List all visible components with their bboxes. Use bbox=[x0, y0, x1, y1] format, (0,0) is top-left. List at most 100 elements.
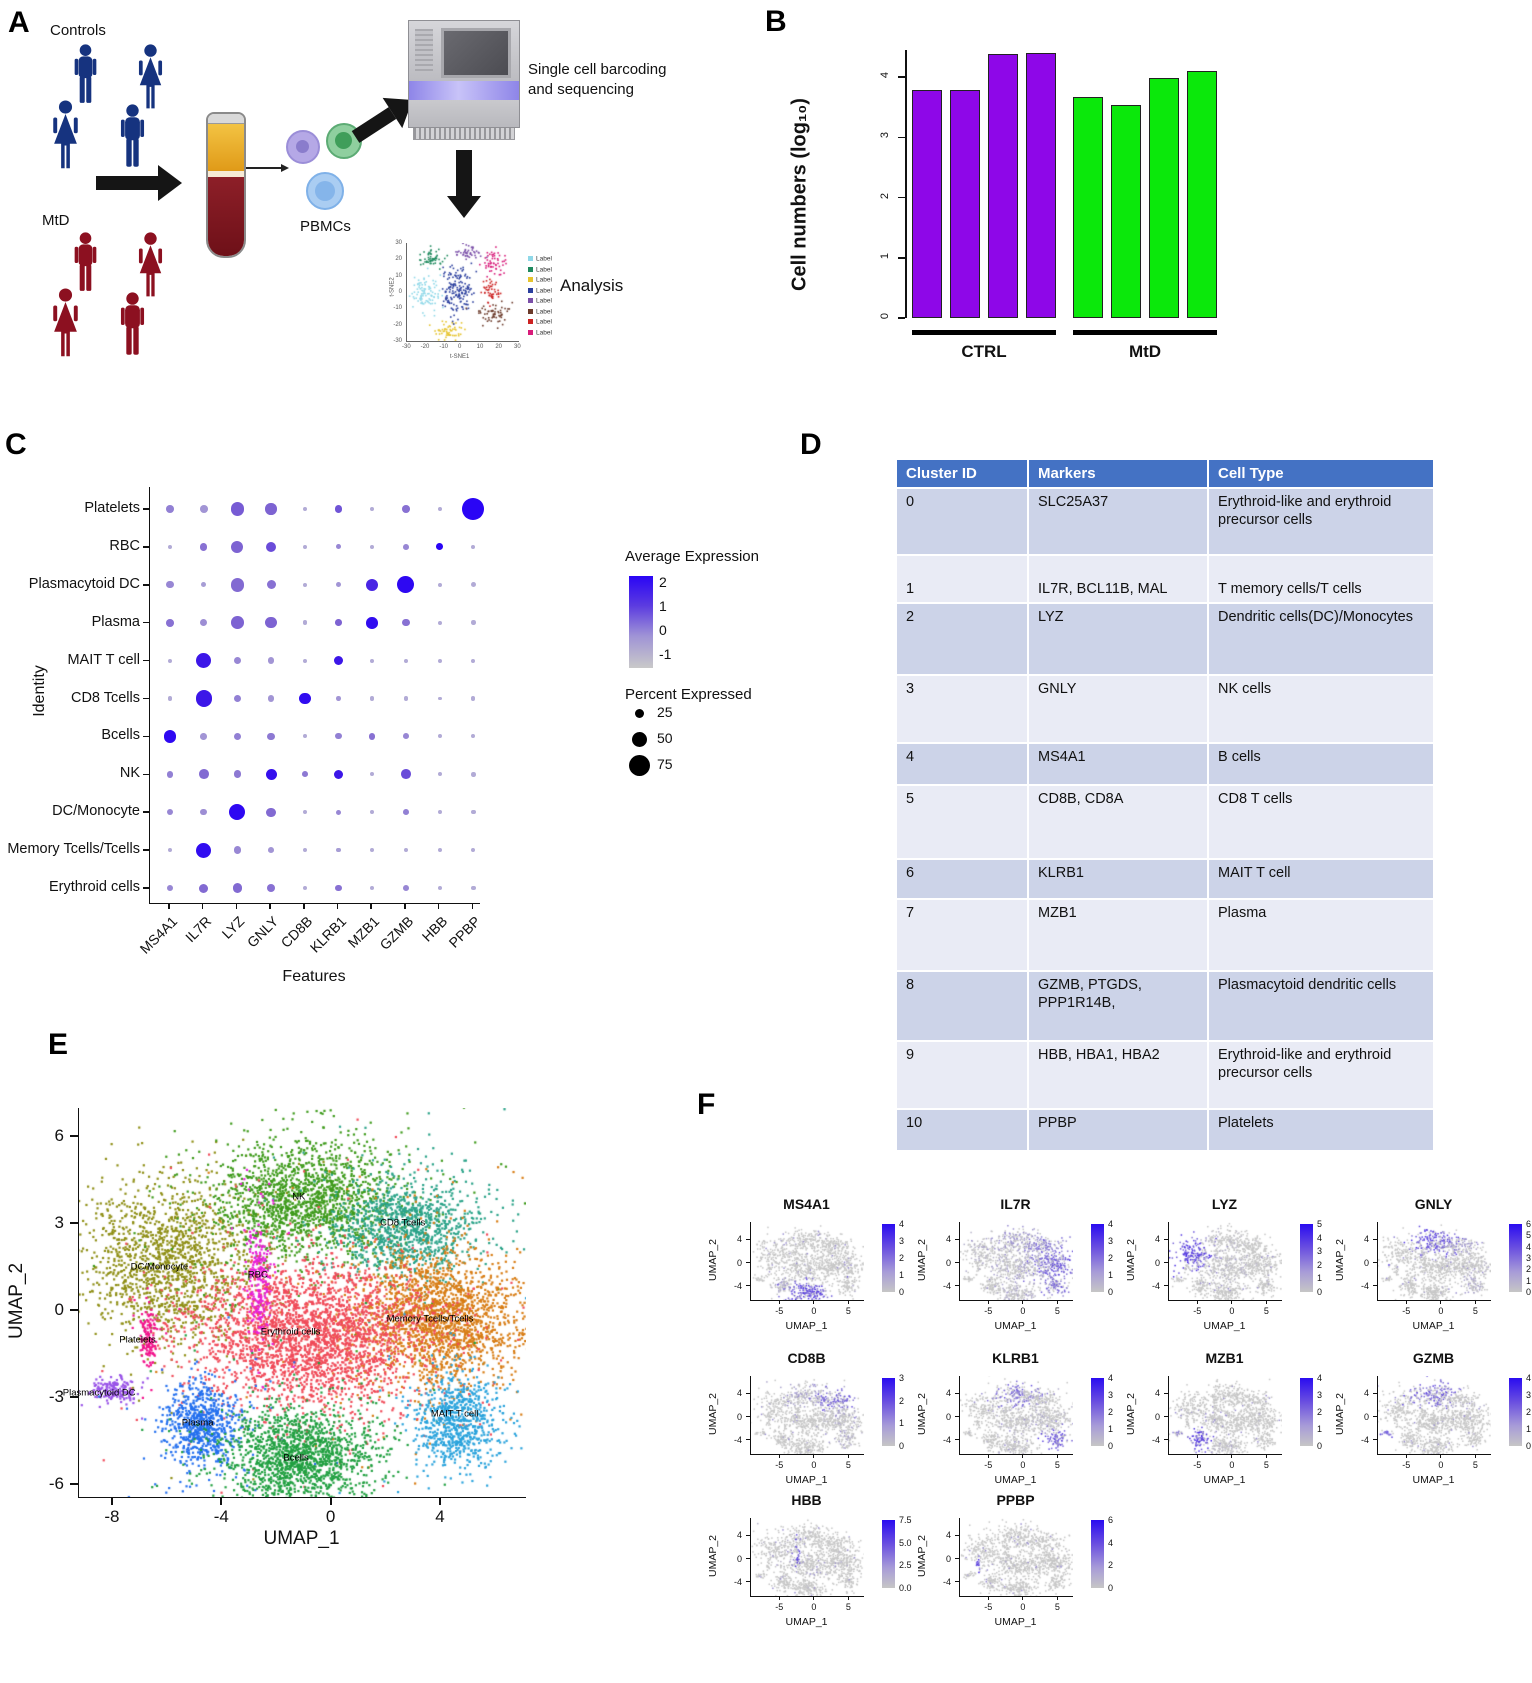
c-expression-dot bbox=[166, 770, 174, 778]
b-bar bbox=[1187, 71, 1217, 318]
c-percent-legend-dot bbox=[628, 754, 650, 776]
f-colorbar-tick-label: 3 bbox=[1108, 1390, 1114, 1400]
c-expression-dot bbox=[471, 734, 476, 739]
c-expression-dot bbox=[369, 809, 375, 815]
c-identity-label: NK bbox=[119, 765, 140, 782]
c-expression-dot bbox=[402, 809, 409, 816]
f-x-tick-mark bbox=[1231, 1300, 1233, 1304]
c-expression-dot bbox=[302, 848, 307, 853]
c-expression-dot bbox=[402, 733, 409, 740]
e-x-tick-mark bbox=[438, 1497, 441, 1505]
feature-plot-CD8B: CD8B UMAP_2 4 0 -4 -5 0 5 UMAP_1 3 2 1 0 bbox=[688, 1350, 918, 1500]
tsne-x-tick: 0 bbox=[458, 344, 462, 350]
cell-type-cell: Dendritic cells(DC)/Monocytes bbox=[1209, 604, 1433, 674]
f-colorbar-tick-label: 3 bbox=[899, 1373, 905, 1383]
f-y-tick-label: 4 bbox=[736, 1530, 742, 1541]
f-colorbar-tick-label: 6 bbox=[1526, 1219, 1532, 1229]
c-identity-label: Plasmacytoid DC bbox=[28, 575, 140, 592]
b-y-tick-label: 3 bbox=[879, 132, 891, 139]
c-expression-tick-label: 0 bbox=[659, 622, 667, 638]
feature-plot-canvas bbox=[1169, 1376, 1282, 1454]
feature-plot-canvas bbox=[751, 1376, 864, 1454]
c-expression-dot bbox=[166, 581, 174, 589]
markers-cell: IL7R, BCL11B, MAL bbox=[1029, 556, 1207, 602]
f-x-tick-label: 5 bbox=[1054, 1306, 1060, 1316]
pbmc-cell-purple-icon bbox=[286, 130, 320, 164]
f-x-axis-title: UMAP_1 bbox=[994, 1616, 1037, 1628]
f-y-tick-label: -4 bbox=[1151, 1434, 1160, 1445]
c-x-tick-mark bbox=[336, 903, 339, 909]
b-y-tick-label: 0 bbox=[879, 312, 891, 320]
b-y-tick-mark bbox=[898, 196, 905, 199]
c-expression-dot bbox=[471, 885, 476, 891]
e-x-tick-mark bbox=[110, 1497, 113, 1505]
tsne-legend-swatch-icon bbox=[528, 308, 533, 314]
markers-cell: GNLY bbox=[1029, 676, 1207, 742]
c-expression-dot bbox=[369, 733, 376, 740]
f-y-axis-title: UMAP_2 bbox=[1125, 1239, 1137, 1282]
c-expression-dot bbox=[437, 848, 442, 853]
c-expression-dot bbox=[266, 883, 276, 893]
c-expression-dot bbox=[233, 694, 242, 703]
c-percent-legend-dot bbox=[634, 708, 644, 718]
table-row: 7 MZB1 Plasma bbox=[897, 900, 1433, 970]
f-y-axis-title: UMAP_2 bbox=[916, 1535, 928, 1578]
f-x-tick-label: -5 bbox=[984, 1602, 993, 1612]
f-colorbar-tick-label: 0 bbox=[1317, 1287, 1323, 1297]
f-y-tick-mark bbox=[746, 1581, 750, 1583]
table-row: 8 GZMB, PTGDS, PPP1R14B, Plasmacytoid dend… bbox=[897, 972, 1433, 1040]
cluster-annotation-table: Cluster ID Markers Cell Type 0 SLC25A37 Eryth… bbox=[895, 458, 1435, 1152]
b-bar bbox=[1073, 96, 1103, 318]
arrow-to-analysis-icon bbox=[447, 150, 481, 218]
f-y-tick-label: 4 bbox=[945, 1530, 951, 1541]
panel-e-label: E bbox=[48, 1028, 69, 1061]
tsne-legend-entry: Label bbox=[528, 261, 552, 273]
e-cluster-label: Plasmacytoid DC bbox=[62, 1387, 136, 1399]
markers-cell: GZMB, PTGDS, PPP1R14B, bbox=[1029, 972, 1207, 1040]
panel-b-label: B bbox=[765, 5, 787, 38]
c-expression-dot bbox=[267, 732, 275, 741]
c-expression-dot bbox=[302, 506, 308, 512]
panel-b: B Cell numbers (log₁₀) 0 1 2 3 4 CTRL MtD bbox=[760, 0, 1532, 400]
c-y-tick-mark bbox=[143, 697, 149, 700]
f-x-tick-mark bbox=[847, 1596, 849, 1600]
cell-type-cell: Erythroid-like and erythroid precursor c… bbox=[1209, 489, 1433, 554]
table-row: 0 SLC25A37 Erythroid-like and erythroid pr… bbox=[897, 489, 1433, 554]
tube-to-cells-arrow-icon bbox=[246, 164, 289, 172]
table-row: 5 CD8B, CD8A CD8 T cells bbox=[897, 786, 1433, 858]
tsne-legend-swatch-icon bbox=[528, 287, 533, 293]
c-expression-dot bbox=[265, 503, 277, 515]
c-y-tick-mark bbox=[143, 849, 149, 851]
c-identity-label: Bcells bbox=[101, 727, 140, 744]
c-expression-dot bbox=[265, 617, 277, 629]
c-expression-dot bbox=[369, 506, 375, 512]
f-y-tick-mark bbox=[955, 1534, 959, 1536]
f-y-tick-mark bbox=[1373, 1392, 1377, 1394]
c-expression-dot bbox=[302, 810, 307, 815]
c-expression-dot bbox=[230, 502, 245, 516]
panel-c-label: C bbox=[5, 428, 27, 461]
f-y-tick-mark bbox=[1373, 1238, 1377, 1240]
c-expression-dot bbox=[302, 582, 307, 587]
b-bar bbox=[1149, 78, 1179, 318]
c-x-tick-mark bbox=[269, 903, 271, 909]
e-y-ticks: 6 3 0 -3 -6 bbox=[30, 1108, 78, 1497]
sequencer-caption: Single cell barcoding and sequencing bbox=[528, 60, 666, 99]
markers-cell: MZB1 bbox=[1029, 900, 1207, 970]
e-x-tick-label: 0 bbox=[325, 1507, 336, 1526]
mtd-person-icon bbox=[138, 232, 163, 297]
f-colorbar bbox=[882, 1224, 895, 1292]
f-colorbar-tick-label: 2 bbox=[1108, 1407, 1114, 1417]
b-y-axis-line bbox=[905, 50, 907, 318]
table-row: 4 MS4A1 B cells bbox=[897, 744, 1433, 784]
f-colorbar-tick-label: 2 bbox=[1108, 1560, 1114, 1571]
b-group-underline bbox=[1073, 330, 1217, 335]
c-percent-legend-label: 75 bbox=[657, 756, 673, 772]
c-expression-dot bbox=[233, 846, 242, 854]
c-x-tick-mark bbox=[235, 903, 238, 909]
f-y-tick-mark bbox=[955, 1439, 959, 1441]
analysis-label: Analysis bbox=[560, 276, 624, 295]
f-x-tick-label: 5 bbox=[1054, 1602, 1060, 1612]
tsne-legend-swatch-icon bbox=[528, 298, 533, 304]
cell-type-cell: Plasmacytoid dendritic cells bbox=[1209, 972, 1433, 1040]
